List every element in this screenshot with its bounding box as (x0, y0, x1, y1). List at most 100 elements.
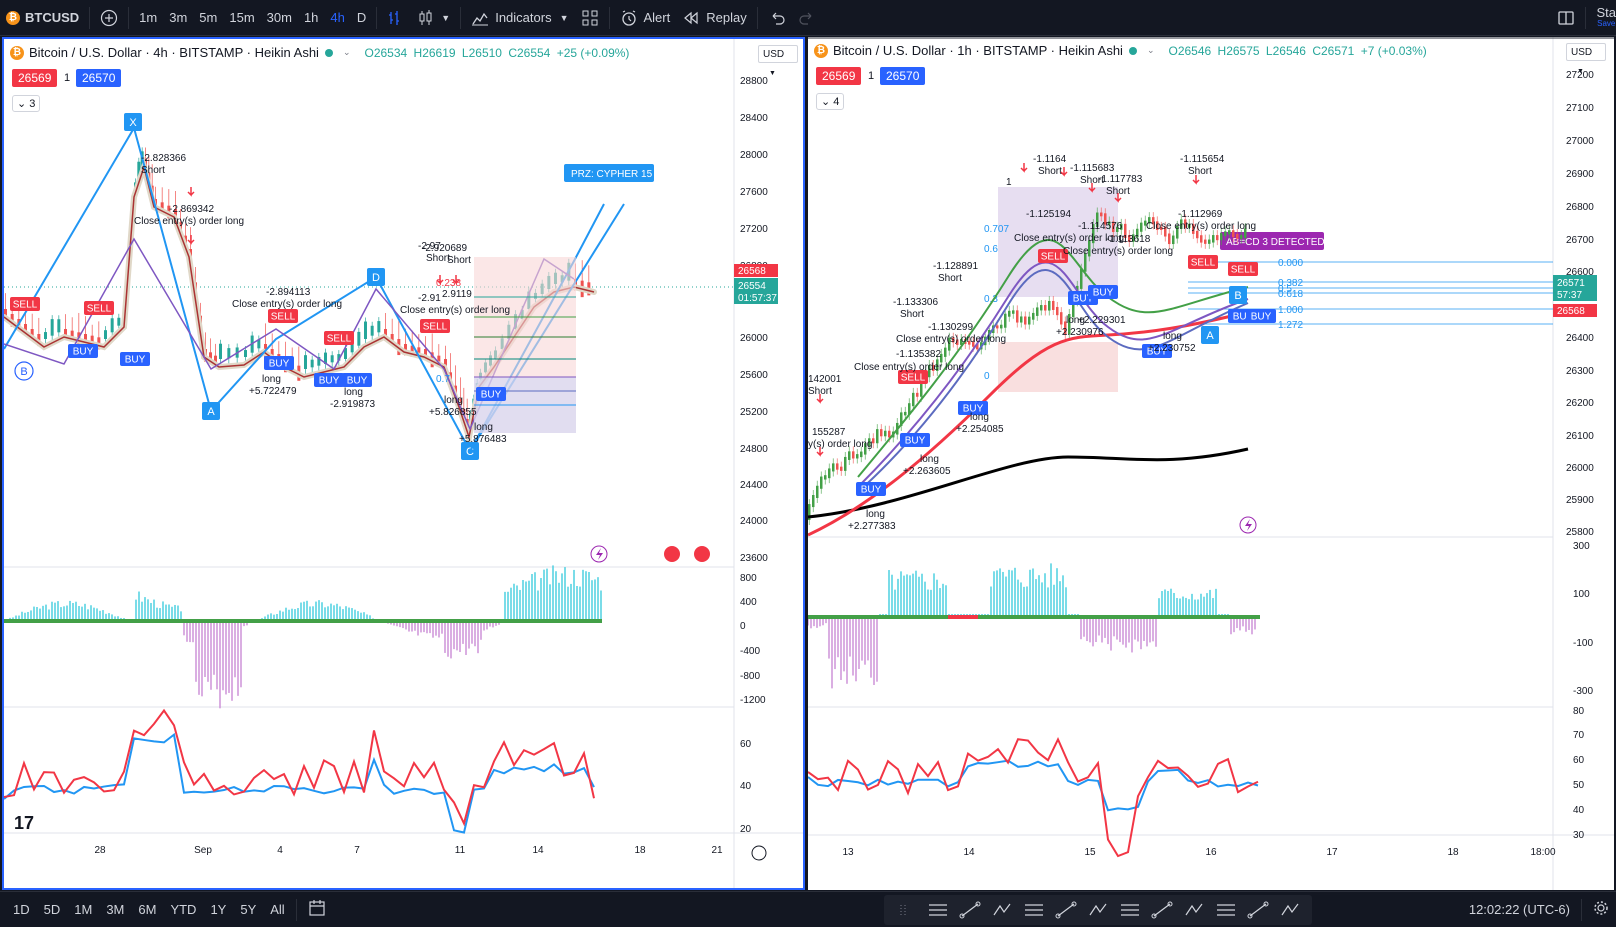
us-flag-icon[interactable] (694, 546, 710, 562)
gann-icon[interactable] (1247, 901, 1269, 919)
chart-label: Short (1038, 166, 1062, 177)
sell-signal-label: SELL (423, 322, 448, 333)
buy-signal-badge (856, 482, 886, 496)
currency-select[interactable]: USD ▼ (758, 45, 798, 77)
range-5d[interactable]: 5D (43, 902, 61, 917)
range-1m[interactable]: 1M (74, 902, 93, 917)
date-tick-label: 14 (532, 845, 544, 856)
interval-3m[interactable]: 3m (169, 10, 188, 25)
buy-button[interactable]: 26570 (880, 67, 926, 85)
circle-icon[interactable] (1183, 901, 1205, 919)
line-icon[interactable] (1119, 901, 1141, 919)
marker-price-tag (1553, 304, 1597, 317)
date-tick-label: 18:00 (1530, 847, 1555, 858)
interval-1h[interactable]: 1h (303, 10, 319, 25)
chart-pane-left[interactable]: 2880028400280002760027200268002600025600… (2, 37, 805, 890)
chart-label: Close entry(s) order long (400, 305, 510, 316)
buy-button[interactable]: 26570 (76, 69, 122, 87)
chart-canvas-left[interactable]: 2880028400280002760027200268002600025600… (4, 39, 803, 888)
list-icon[interactable] (1279, 901, 1301, 919)
down-arrow-icon (436, 275, 444, 285)
range-all[interactable]: All (270, 902, 285, 917)
interval-D[interactable]: D (356, 10, 367, 25)
bars-pattern-icon[interactable] (1087, 901, 1109, 919)
ma-short-line (857, 238, 1249, 478)
replay-button[interactable]: Replay (676, 0, 752, 36)
network-icon[interactable] (1151, 901, 1173, 919)
chart-label: +2.254085 (956, 424, 1004, 435)
fib-label: 0.238 (436, 278, 461, 289)
interval-5m[interactable]: 5m (199, 10, 218, 25)
chart-pane-right[interactable]: 27200 27100 27000 26900 26800 26700 26600 26400… (808, 37, 1614, 890)
sell-button[interactable]: 26569 (12, 69, 58, 87)
chevron-down-icon[interactable]: ⌄ (342, 47, 351, 57)
templates-button[interactable] (575, 0, 605, 36)
horizontal-line-icon[interactable] (1023, 901, 1045, 919)
clock-label[interactable]: 12:02:22 (UTC-6) (1468, 902, 1570, 917)
undo-button[interactable] (762, 0, 792, 36)
redo-icon (799, 12, 812, 25)
fib-channel-icon[interactable] (1215, 901, 1237, 919)
range-3m[interactable]: 3M (106, 902, 125, 917)
buy-signal-badge (958, 401, 988, 415)
price-tick-label: 28800 (740, 76, 768, 87)
last-price-label: 26554 (738, 281, 766, 292)
chart-type-bars-button[interactable] (381, 0, 411, 36)
interval-4h[interactable]: 4h (330, 10, 345, 25)
interval-30m[interactable]: 30m (266, 10, 292, 25)
interval-15m[interactable]: 15m (229, 10, 255, 25)
change-value: +7 (+0.03%) (1360, 43, 1427, 58)
interval-1m[interactable]: 1m (139, 10, 158, 25)
settings-button[interactable] (1586, 900, 1616, 919)
chart-label: -2.869342 (169, 204, 214, 215)
chart-label: -2.920689 (422, 243, 467, 254)
sell-button[interactable]: 26569 (816, 67, 862, 85)
compare-button[interactable] (94, 0, 124, 36)
price-tick-label: 24000 (740, 516, 768, 527)
currency-select[interactable]: USD ▼ (1566, 43, 1606, 75)
range-5y[interactable]: 5Y (240, 902, 257, 917)
buy-signal-label: BUY (1251, 312, 1272, 323)
drag-handle-icon[interactable] (895, 901, 917, 919)
buy-signal-badge (68, 344, 98, 358)
range-1d[interactable]: 1D (13, 902, 30, 917)
fib-icon[interactable] (991, 901, 1013, 919)
chevron-down-icon[interactable]: ⌄ (1146, 45, 1155, 55)
date-tick-label: 28 (94, 845, 106, 856)
chart-type-candles-button[interactable]: ▼ (411, 0, 456, 36)
chart-label: Short (447, 255, 471, 266)
chevron-down-icon: ▼ (769, 70, 776, 77)
currency-label: USD (763, 49, 785, 60)
xabcd-icon[interactable] (959, 901, 981, 919)
date-range-button[interactable] (301, 899, 333, 920)
trend-icon[interactable] (1055, 901, 1077, 919)
osc-tick-label: -100 (1573, 638, 1593, 649)
range-ytd[interactable]: YTD (170, 902, 197, 917)
price-tick-label: 26000 (740, 333, 768, 344)
quantity-label[interactable]: 1 (64, 72, 71, 84)
range-1y[interactable]: 1Y (210, 902, 227, 917)
sell-signal-badge (1038, 249, 1068, 263)
alert-label: Alert (643, 10, 671, 25)
pattern-icon[interactable] (927, 901, 949, 919)
gear-icon[interactable] (751, 845, 767, 861)
alert-button[interactable]: Alert (614, 0, 677, 36)
symbol-search[interactable]: ₿ BTCUSD (0, 0, 85, 36)
chart-canvas-right[interactable]: 27200 27100 27000 26900 26800 26700 26600 26400… (808, 37, 1614, 890)
indicators-button[interactable]: Indicators ▼ (465, 0, 574, 36)
chart-label: Short (141, 165, 165, 176)
us-flag-icon[interactable] (664, 546, 680, 562)
quantity-label[interactable]: 1 (868, 70, 875, 82)
chevron-down-icon: ▼ (1577, 68, 1584, 75)
redo-button[interactable] (792, 0, 822, 36)
chart-label: Short (938, 273, 962, 284)
sell-signal-badge (1228, 262, 1258, 276)
indicators-toggle[interactable]: ⌄ 3 (12, 95, 41, 112)
layout-button[interactable] (1551, 0, 1581, 36)
save-layout-button[interactable]: Sta Save (1590, 0, 1616, 36)
range-6m[interactable]: 6M (138, 902, 157, 917)
sell-signal-label: SELL (87, 304, 112, 315)
indicators-toggle[interactable]: ⌄ 4 (816, 93, 845, 110)
fib-box-label: 0.3 (984, 294, 998, 305)
pattern-point-marker (124, 113, 142, 131)
